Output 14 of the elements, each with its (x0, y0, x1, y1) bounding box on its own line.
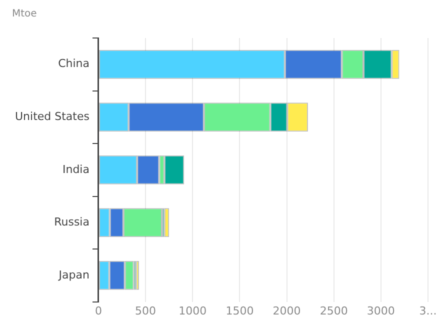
x-tick-label: 3... (419, 304, 437, 318)
x-tick-label: 1000 (178, 304, 207, 318)
y-tick-label: Russia (54, 216, 90, 229)
y-tick-label: India (62, 162, 90, 176)
x-tick-label: 0 (94, 304, 102, 318)
x-tick-label: 1500 (226, 304, 254, 318)
chart-title: Mtoe (12, 8, 37, 20)
y-tick-label: China (58, 57, 90, 70)
x-tick-label: 2000 (272, 304, 301, 318)
y-tick-label: Japan (58, 268, 90, 282)
y-tick-label: United States (14, 110, 90, 123)
x-tick-label: 500 (135, 304, 156, 318)
x-tick-label: 3000 (366, 304, 395, 318)
x-tick-label: 2500 (320, 304, 348, 318)
